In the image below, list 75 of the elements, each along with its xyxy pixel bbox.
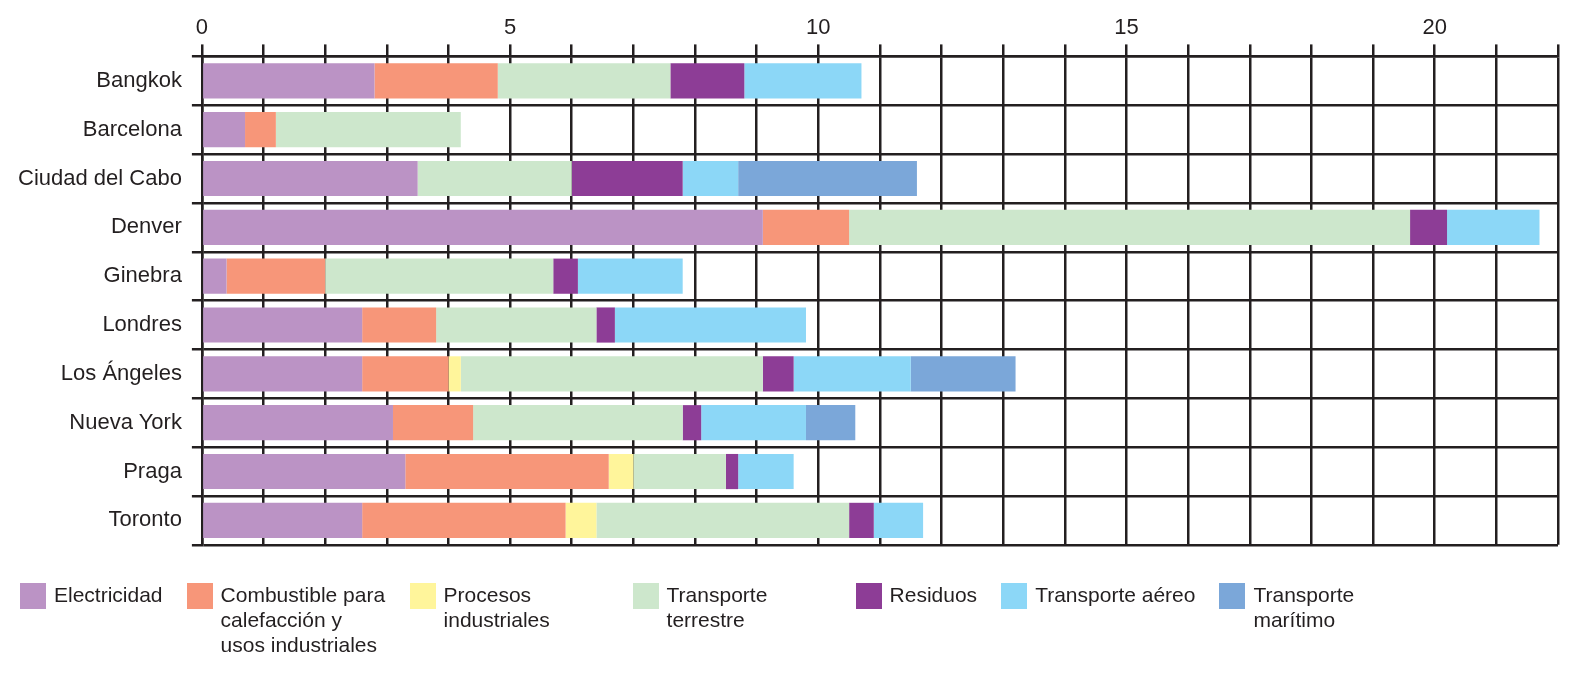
y-tick-label: Ginebra	[103, 262, 183, 288]
x-tick-label: 15	[1114, 14, 1139, 40]
bar	[203, 356, 363, 392]
bar	[226, 258, 326, 294]
y-tick-label: Denver	[110, 213, 182, 239]
bar	[701, 405, 806, 441]
bar	[203, 453, 406, 490]
legend-label: Transporte terrestre	[666, 582, 769, 632]
bar	[725, 453, 739, 490]
bar	[682, 405, 702, 441]
legend-label: Combustible para calefacción y usos industriales	[220, 582, 386, 657]
bar	[436, 307, 597, 343]
bar	[405, 453, 609, 490]
x-tick-label: 20	[1422, 14, 1447, 40]
bar	[203, 209, 763, 245]
bar	[596, 502, 850, 538]
legend-label: Residuos	[889, 582, 978, 607]
bar	[744, 63, 862, 99]
y-tick-label: Londres	[102, 311, 182, 337]
bar	[374, 63, 498, 99]
bar	[738, 160, 917, 197]
bar	[460, 356, 763, 392]
bar	[805, 405, 856, 441]
bar	[203, 307, 363, 343]
x-tick-label: 0	[195, 14, 209, 40]
bar	[362, 307, 437, 343]
bar	[392, 405, 474, 441]
legend-label: Transporte marítimo	[1253, 582, 1356, 632]
bar	[417, 160, 572, 197]
x-tick-label: 10	[806, 14, 831, 40]
bar	[762, 356, 794, 392]
bar	[275, 112, 461, 148]
y-tick-label: Praga	[123, 457, 183, 483]
x-tick-label: 5	[503, 14, 517, 40]
legend-label: Procesos industriales	[443, 582, 551, 632]
legend-label: Electricidad	[54, 582, 163, 607]
bar	[849, 209, 1411, 245]
bar	[1447, 209, 1540, 245]
bar	[203, 63, 375, 99]
bar	[614, 307, 806, 343]
bar	[849, 502, 874, 538]
bar	[577, 258, 683, 294]
bar	[682, 160, 739, 197]
bar	[203, 112, 246, 148]
bar	[325, 258, 554, 294]
bar	[203, 502, 363, 538]
y-tick-label: Bangkok	[96, 66, 183, 92]
bar	[793, 356, 911, 392]
bar	[738, 453, 794, 490]
bar	[203, 160, 418, 197]
bar	[596, 307, 615, 343]
bar	[762, 209, 850, 245]
y-tick-label: Barcelona	[82, 115, 183, 141]
legend-label: Transporte aéreo	[1035, 582, 1196, 607]
bar	[633, 453, 726, 490]
bar	[565, 502, 597, 538]
y-tick-label: Los Ángeles	[60, 359, 182, 385]
bar	[203, 258, 227, 294]
bar	[553, 258, 578, 294]
y-tick-label: Ciudad del Cabo	[17, 164, 182, 190]
bar	[245, 112, 276, 148]
bar	[362, 502, 566, 538]
bar	[910, 356, 1016, 392]
bar	[873, 502, 924, 538]
bar	[448, 356, 461, 392]
bar	[362, 356, 449, 392]
bar	[203, 405, 393, 441]
bar	[1410, 209, 1448, 245]
y-tick-label: Toronto	[108, 506, 182, 532]
bar	[497, 63, 671, 99]
bar	[571, 160, 683, 197]
bar	[608, 453, 634, 490]
bar	[473, 405, 683, 441]
bar	[670, 63, 745, 99]
y-tick-label: Nueva York	[69, 408, 183, 434]
